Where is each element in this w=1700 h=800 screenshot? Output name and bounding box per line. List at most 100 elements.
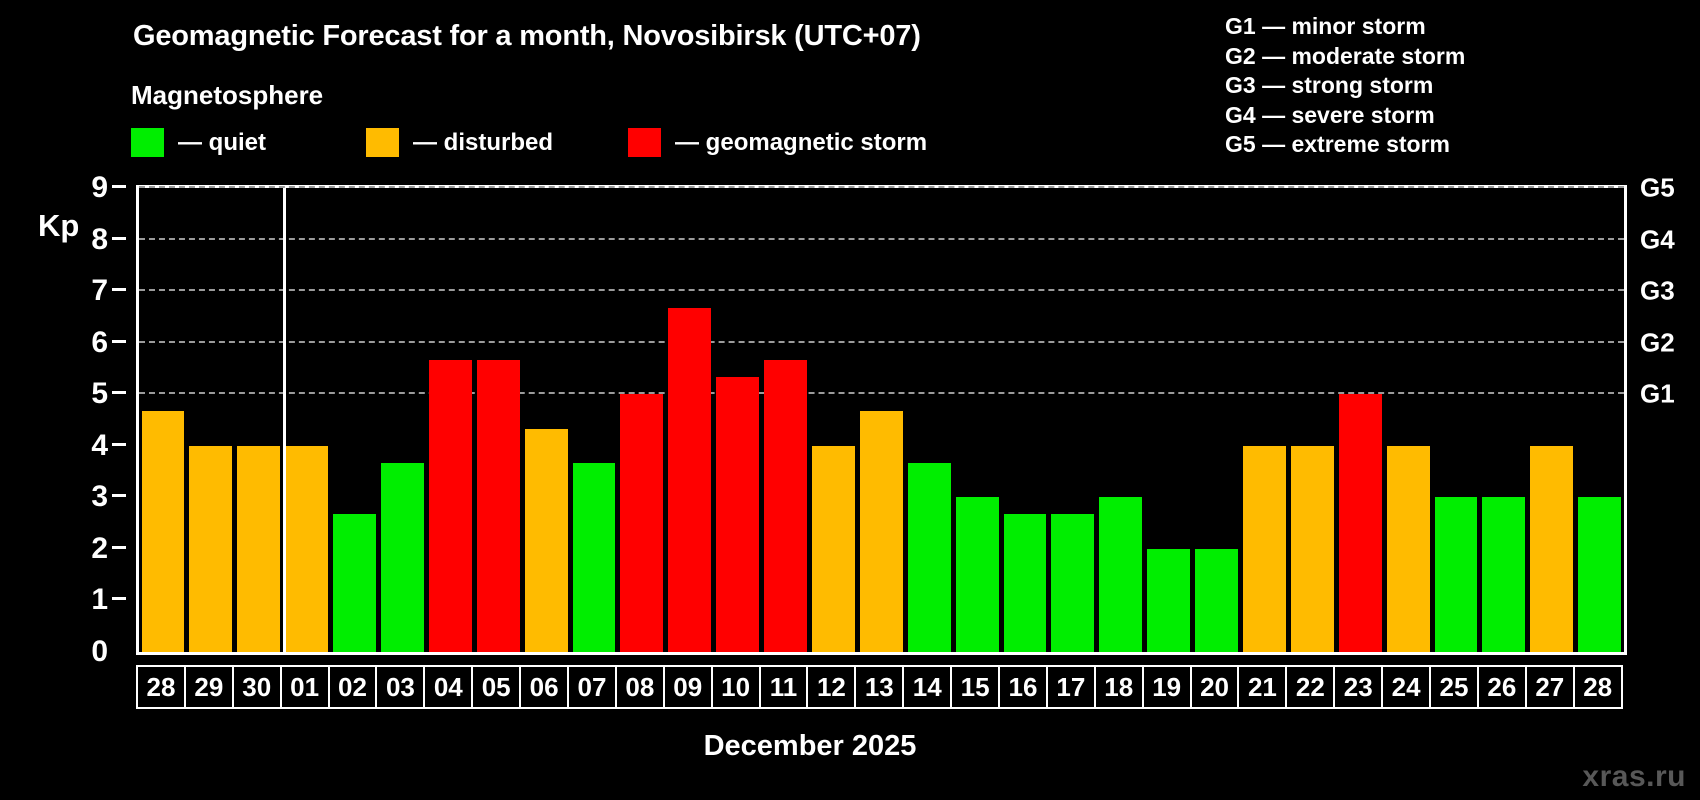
bar-11-storm bbox=[764, 359, 807, 652]
bar-slot bbox=[762, 188, 810, 652]
legend-label-disturbed: — disturbed bbox=[413, 128, 554, 156]
bar-22-disturbed bbox=[1290, 445, 1334, 652]
bar-slot bbox=[618, 188, 666, 652]
month-divider bbox=[282, 188, 286, 652]
g-tick-label-g2: G2 bbox=[1640, 327, 1675, 358]
day-label-01: 01 bbox=[279, 665, 330, 709]
bar-slot bbox=[474, 188, 522, 652]
bar-06-disturbed bbox=[524, 428, 568, 652]
bar-slot bbox=[139, 188, 187, 652]
bar-27-disturbed bbox=[1530, 445, 1574, 652]
bar-21-disturbed bbox=[1242, 445, 1286, 652]
day-label-11: 11 bbox=[758, 665, 809, 709]
bar-slot bbox=[426, 188, 474, 652]
bar-12-disturbed bbox=[811, 445, 855, 652]
day-label-25: 25 bbox=[1429, 665, 1479, 709]
chart-header: Geomagnetic Forecast for a month, Novosi… bbox=[0, 0, 1700, 170]
bar-slot bbox=[378, 188, 426, 652]
watermark: xras.ru bbox=[1582, 760, 1686, 793]
y-tick-mark-2 bbox=[112, 545, 126, 549]
day-label-16: 16 bbox=[998, 665, 1048, 709]
day-label-26: 26 bbox=[1476, 665, 1527, 709]
bar-slot bbox=[522, 188, 570, 652]
bar-slot bbox=[1240, 188, 1288, 652]
day-label-27: 27 bbox=[1524, 665, 1575, 709]
page-title: Geomagnetic Forecast for a month, Novosi… bbox=[133, 20, 921, 52]
gscale-list: G1 — minor storm G2 — moderate storm G3 — … bbox=[1225, 12, 1645, 160]
day-label-13: 13 bbox=[854, 665, 905, 709]
day-label-07: 07 bbox=[567, 665, 617, 709]
day-label-23: 23 bbox=[1333, 665, 1384, 709]
bar-19-quiet bbox=[1147, 548, 1191, 652]
bar-18-quiet bbox=[1099, 497, 1143, 652]
y-tick-mark-8 bbox=[112, 236, 126, 240]
bar-slot bbox=[1097, 188, 1145, 652]
legend-item-storm: — geomagnetic storm bbox=[628, 128, 927, 157]
bar-17-quiet bbox=[1051, 514, 1095, 652]
g-tick-label-g4: G4 bbox=[1640, 224, 1675, 255]
gscale-line-g1: G1 — minor storm bbox=[1225, 13, 1426, 39]
day-label-28: 28 bbox=[1572, 665, 1623, 709]
day-label-30: 30 bbox=[231, 665, 282, 709]
bar-15-quiet bbox=[955, 497, 999, 652]
bar-26-quiet bbox=[1482, 497, 1526, 652]
legend-label-quiet: — quiet bbox=[178, 128, 266, 156]
legend: — quiet — disturbed — geomagnetic storm bbox=[131, 128, 927, 157]
x-axis-title: December 2025 bbox=[703, 730, 917, 762]
legend-swatch-storm bbox=[628, 128, 662, 157]
day-label-12: 12 bbox=[806, 665, 857, 709]
day-label-09: 09 bbox=[662, 665, 713, 709]
bar-20-quiet bbox=[1195, 548, 1238, 652]
day-label-10: 10 bbox=[710, 665, 761, 709]
bar-14-quiet bbox=[907, 462, 951, 652]
y-tick-label-8: 8 bbox=[91, 222, 108, 256]
legend-item-quiet: — quiet bbox=[131, 128, 266, 157]
day-label-02: 02 bbox=[327, 665, 378, 709]
y-tick-label-7: 7 bbox=[91, 274, 108, 308]
y-tick-label-3: 3 bbox=[91, 480, 108, 514]
bar-slot bbox=[331, 188, 379, 652]
bar-slot bbox=[1001, 188, 1049, 652]
day-label-14: 14 bbox=[902, 665, 953, 709]
y-axis-title: Kp bbox=[38, 208, 80, 243]
g-tick-label-g3: G3 bbox=[1640, 275, 1675, 306]
day-label-29: 29 bbox=[183, 665, 234, 709]
bar-slot bbox=[283, 188, 331, 652]
legend-heading: Magnetosphere bbox=[131, 80, 324, 110]
bar-13-disturbed bbox=[859, 411, 903, 652]
bar-slot bbox=[1049, 188, 1097, 652]
bar-29-disturbed bbox=[189, 445, 233, 652]
bar-slot bbox=[1528, 188, 1576, 652]
bar-slot bbox=[666, 188, 714, 652]
bar-slot bbox=[809, 188, 857, 652]
bar-slot bbox=[235, 188, 283, 652]
bar-10-storm bbox=[716, 377, 760, 652]
bar-25-quiet bbox=[1434, 497, 1478, 652]
day-label-20: 20 bbox=[1189, 665, 1240, 709]
y-tick-label-9: 9 bbox=[91, 171, 108, 204]
day-label-15: 15 bbox=[950, 665, 1001, 709]
y-tick-mark-4 bbox=[112, 442, 126, 446]
bar-01-disturbed bbox=[285, 445, 329, 652]
g-tick-label-g1: G1 bbox=[1640, 378, 1675, 409]
bar-slot bbox=[1432, 188, 1480, 652]
day-label-18: 18 bbox=[1093, 665, 1144, 709]
y-tick-mark-5 bbox=[112, 391, 126, 395]
bar-23-storm bbox=[1338, 394, 1382, 652]
bar-slot bbox=[1384, 188, 1432, 652]
day-label-04: 04 bbox=[423, 665, 474, 709]
bar-24-disturbed bbox=[1386, 445, 1430, 652]
day-label-21: 21 bbox=[1237, 665, 1288, 709]
bar-slot bbox=[714, 188, 762, 652]
legend-swatch-quiet bbox=[131, 128, 164, 157]
bar-series bbox=[139, 188, 1624, 652]
y-tick-label-1: 1 bbox=[91, 583, 108, 617]
bar-07-quiet bbox=[572, 462, 616, 652]
bar-05-storm bbox=[476, 359, 520, 652]
day-label-28: 28 bbox=[136, 665, 186, 709]
day-label-24: 24 bbox=[1381, 665, 1432, 709]
y-tick-label-5: 5 bbox=[91, 377, 108, 411]
bar-16-quiet bbox=[1003, 514, 1047, 652]
bar-slot bbox=[953, 188, 1001, 652]
y-tick-label-0: 0 bbox=[91, 635, 108, 668]
